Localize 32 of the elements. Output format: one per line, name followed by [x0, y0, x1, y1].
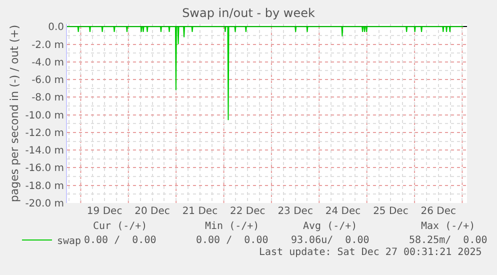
y-tick-label: -2.0 m [32, 40, 64, 51]
x-tick-label: 24 Dec [325, 206, 361, 217]
x-tick-label: 21 Dec [182, 206, 218, 217]
legend-label: swap [57, 236, 82, 247]
text: 58.25m/ 0.00 [409, 235, 488, 246]
y-tick-label: -6.0 m [32, 75, 64, 86]
text: Cur (-/+) [93, 221, 148, 232]
x-tick-label: 19 Dec [86, 206, 122, 217]
x-tick-label: 26 Dec [420, 206, 456, 217]
y-tick-label: -20.0 m [25, 198, 64, 210]
y-tick-label: -14.0 m [25, 146, 64, 157]
y-tick-label: -16.0 m [25, 163, 64, 174]
y-tick-label: 0.0 [48, 22, 64, 34]
text: 0.00 / 0.00 [196, 235, 268, 246]
text: Avg (-/+) [303, 221, 358, 232]
y-tick-label: -10.0 m [25, 110, 64, 122]
x-tick-label: 22 Dec [230, 206, 266, 217]
y-tick-label: -4.0 m [32, 57, 64, 68]
text: Min (-/+) [205, 221, 260, 232]
text: Max (-/+) [421, 221, 476, 232]
text: 93.06u/ 0.00 [291, 235, 370, 246]
x-tick-label: 20 Dec [134, 206, 170, 217]
chart-title: Swap in/out - by week [182, 6, 315, 20]
y-tick-label: -12.0 m [25, 128, 64, 139]
line-series [67, 26, 464, 121]
y-tick-label: -18.0 m [25, 180, 64, 192]
x-tick-label: 23 Dec [278, 206, 313, 217]
text: 0.00 / 0.00 [84, 235, 156, 246]
y-axis-title: pages per second in (-) / out (+) [8, 24, 21, 202]
x-tick-label: 25 Dec [373, 206, 408, 217]
text: Last update: Sat Dec 27 00:31:21 2025 [259, 247, 482, 258]
y-tick-label: -8.0 m [32, 92, 64, 104]
